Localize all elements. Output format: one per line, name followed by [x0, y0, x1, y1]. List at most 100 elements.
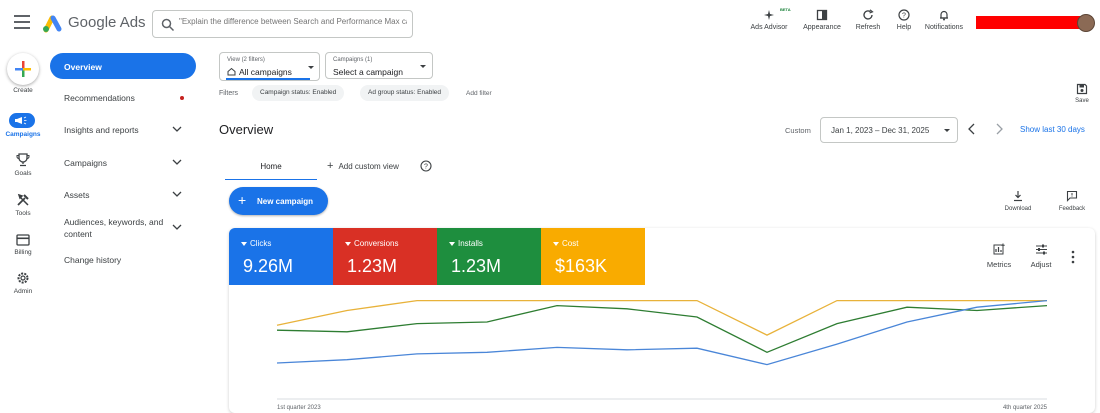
megaphone-icon: [15, 116, 27, 125]
google-ads-logo-icon: [43, 15, 62, 33]
sliders-icon: [1035, 244, 1047, 255]
tab-home[interactable]: Home: [225, 152, 317, 180]
campaign-selector-caption: Campaigns (1): [333, 57, 373, 63]
view-selector[interactable]: View (2 filters) All campaigns: [219, 52, 320, 81]
rail-admin-label[interactable]: Admin: [13, 288, 33, 295]
nav-item-recommendations[interactable]: Recommendations: [50, 84, 196, 110]
campaign-selector-value: Select a campaign: [333, 67, 403, 77]
chevron-down-icon: [172, 191, 182, 197]
appearance-icon: [816, 9, 828, 21]
view-selector-caption: View (2 filters): [227, 57, 265, 63]
chevron-left-icon[interactable]: [967, 123, 977, 135]
account-name-redacted[interactable]: [976, 16, 1092, 29]
adjust-button[interactable]: Adjust: [1023, 243, 1059, 269]
svg-text:?: ?: [902, 13, 906, 20]
svg-text:?: ?: [424, 164, 428, 171]
campaign-selector[interactable]: Campaigns (1) Select a campaign: [325, 52, 433, 79]
home-icon: [227, 67, 236, 76]
nav-item-label: Insights and reports: [64, 125, 139, 135]
add-filter-link[interactable]: Add filter: [466, 90, 492, 97]
metric-conversions[interactable]: Conversions 1.23M: [333, 228, 437, 285]
top-bar: Google Ads BETA Ads Advisor Appearance R…: [0, 0, 1100, 48]
adjust-label: Adjust: [1030, 260, 1052, 269]
metric-value: 1.23M: [347, 256, 398, 276]
nav-item-label: Assets: [64, 190, 90, 200]
metric-value: $163K: [555, 256, 608, 276]
metric-cost[interactable]: Cost $163K: [541, 228, 645, 285]
nav-item-campaigns[interactable]: Campaigns: [50, 149, 196, 175]
help-button[interactable]: ? Help: [893, 9, 915, 39]
rail-goals-label[interactable]: Goals: [14, 170, 32, 177]
credit-card-icon[interactable]: [14, 233, 32, 247]
notifications-button[interactable]: Notifications: [922, 9, 966, 39]
show-last-30-days-link[interactable]: Show last 30 days: [1020, 125, 1085, 134]
nav-item-label: Campaigns: [64, 158, 107, 168]
filter-chip-ad-group-status[interactable]: Ad group status: Enabled: [360, 85, 449, 101]
settings-gear-icon[interactable]: [14, 271, 32, 285]
save-icon: [1076, 83, 1088, 95]
metric-name: Cost: [562, 239, 579, 248]
rail-item-campaigns[interactable]: [9, 113, 35, 128]
nav-item-insights-and-reports[interactable]: Insights and reports: [50, 116, 196, 142]
feedback-label: Feedback: [1058, 206, 1086, 212]
nav-item-change-history[interactable]: Change history: [50, 246, 196, 272]
metric-installs[interactable]: Installs 1.23M: [437, 228, 541, 285]
nav-item-overview[interactable]: Overview: [50, 53, 196, 79]
metric-value: 1.23M: [451, 256, 502, 276]
menu-icon[interactable]: [14, 15, 30, 29]
notification-dot: [180, 96, 184, 100]
trophy-icon[interactable]: [14, 153, 32, 167]
metric-name: Clicks: [250, 239, 272, 248]
date-range-picker[interactable]: Jan 1, 2023 – Dec 31, 2025: [820, 117, 958, 143]
new-campaign-button[interactable]: + New campaign: [229, 187, 328, 215]
tools-icon[interactable]: [14, 193, 32, 207]
refresh-icon: [863, 9, 874, 20]
metric-name: Installs: [458, 239, 483, 248]
add-custom-view-tab[interactable]: + Add custom view: [327, 160, 399, 172]
product-name: Google Ads: [68, 14, 146, 31]
date-range-type: Custom: [785, 126, 811, 135]
avatar[interactable]: [1077, 14, 1095, 32]
feedback-button[interactable]: Feedback: [1052, 190, 1092, 212]
chevron-down-icon: [172, 224, 182, 230]
search-icon: [161, 18, 175, 32]
save-button[interactable]: Save: [1070, 83, 1094, 104]
metrics-button[interactable]: Metrics: [981, 243, 1017, 269]
ads-advisor-label: Ads Advisor: [750, 24, 788, 31]
metric-clicks[interactable]: Clicks 9.26M: [229, 228, 333, 285]
performance-line-chart: 1st quarter 2023 4th quarter 2025: [276, 299, 1048, 411]
nav-item-audiences[interactable]: Audiences, keywords, and content: [50, 209, 196, 243]
caret-down-icon: [420, 65, 426, 68]
series-line-conversions: [276, 299, 1047, 336]
rail-campaigns-label[interactable]: Campaigns: [5, 131, 41, 138]
help-label: Help: [896, 24, 912, 31]
filter-chip-campaign-status[interactable]: Campaign status: Enabled: [252, 85, 345, 101]
search-box[interactable]: [152, 10, 413, 38]
bell-icon: [940, 10, 948, 21]
notifications-label: Notifications: [924, 24, 964, 31]
metric-name: Conversions: [354, 239, 399, 248]
x-axis-end-label: 4th quarter 2025: [1003, 405, 1048, 411]
more-vert-icon[interactable]: [1071, 250, 1075, 264]
refresh-label: Refresh: [855, 24, 881, 31]
search-input[interactable]: [179, 17, 407, 26]
metric-value: 9.26M: [243, 256, 294, 276]
help-icon[interactable]: ?: [420, 160, 432, 172]
appearance-button[interactable]: Appearance: [800, 9, 844, 39]
download-icon: [1014, 191, 1022, 202]
refresh-button[interactable]: Refresh: [852, 9, 884, 39]
rail-tools-label[interactable]: Tools: [15, 210, 31, 217]
chevron-right-icon[interactable]: [994, 123, 1004, 135]
download-button[interactable]: Download: [998, 190, 1038, 212]
nav-item-assets[interactable]: Assets: [50, 181, 196, 207]
x-axis-start-label: 1st quarter 2023: [277, 405, 321, 411]
nav-item-label-line2: content: [64, 229, 92, 239]
caret-down-icon: [241, 242, 247, 246]
rail-billing-label[interactable]: Billing: [14, 249, 32, 256]
ads-advisor-button[interactable]: Ads Advisor: [746, 9, 792, 39]
filters-label: Filters: [219, 90, 239, 97]
plus-icon: [15, 61, 31, 77]
nav-item-label: Change history: [64, 255, 122, 265]
create-button[interactable]: [7, 53, 39, 85]
help-icon: ?: [898, 9, 910, 21]
